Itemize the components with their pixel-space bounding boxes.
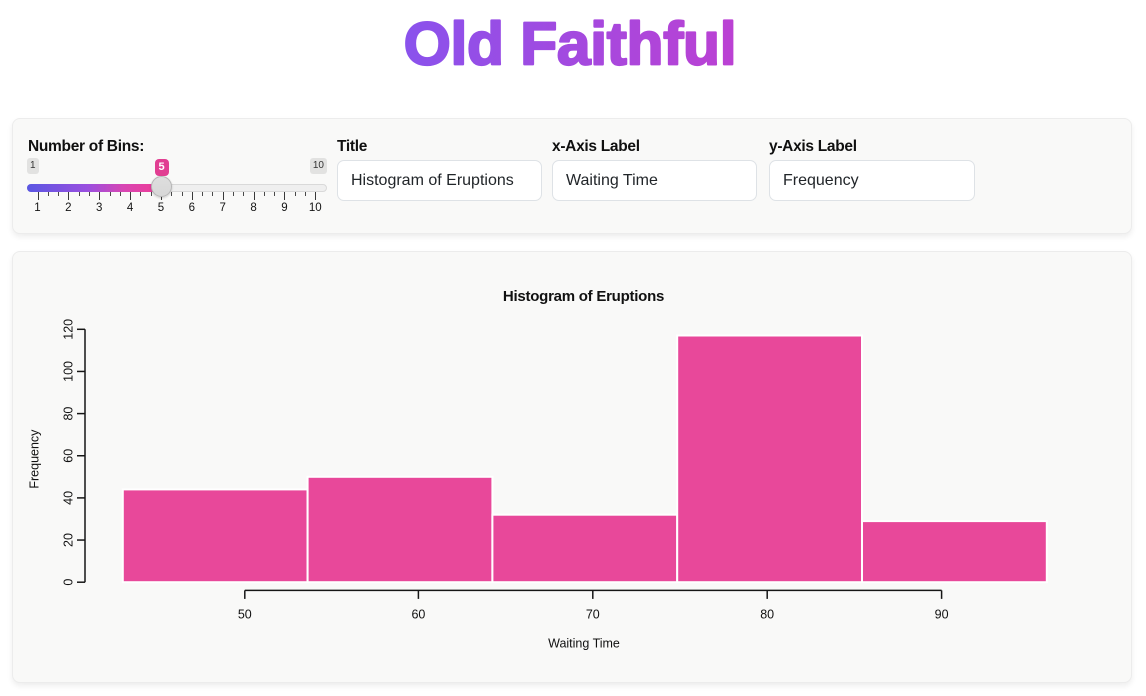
svg-text:20: 20 [62, 533, 76, 547]
svg-text:70: 70 [586, 608, 600, 622]
svg-text:50: 50 [238, 608, 252, 622]
svg-text:60: 60 [62, 449, 76, 463]
svg-text:Frequency: Frequency [28, 429, 42, 489]
svg-text:Histogram of Eruptions: Histogram of Eruptions [503, 288, 664, 305]
svg-text:120: 120 [62, 319, 76, 340]
svg-text:100: 100 [62, 361, 76, 382]
svg-text:0: 0 [62, 579, 76, 586]
svg-text:Old Faithful: Old Faithful [404, 9, 736, 77]
svg-text:60: 60 [411, 608, 425, 622]
svg-text:80: 80 [760, 608, 774, 622]
svg-text:90: 90 [935, 608, 949, 622]
svg-text:Waiting Time: Waiting Time [548, 637, 620, 651]
svg-text:40: 40 [62, 491, 76, 505]
svg-text:80: 80 [62, 407, 76, 421]
